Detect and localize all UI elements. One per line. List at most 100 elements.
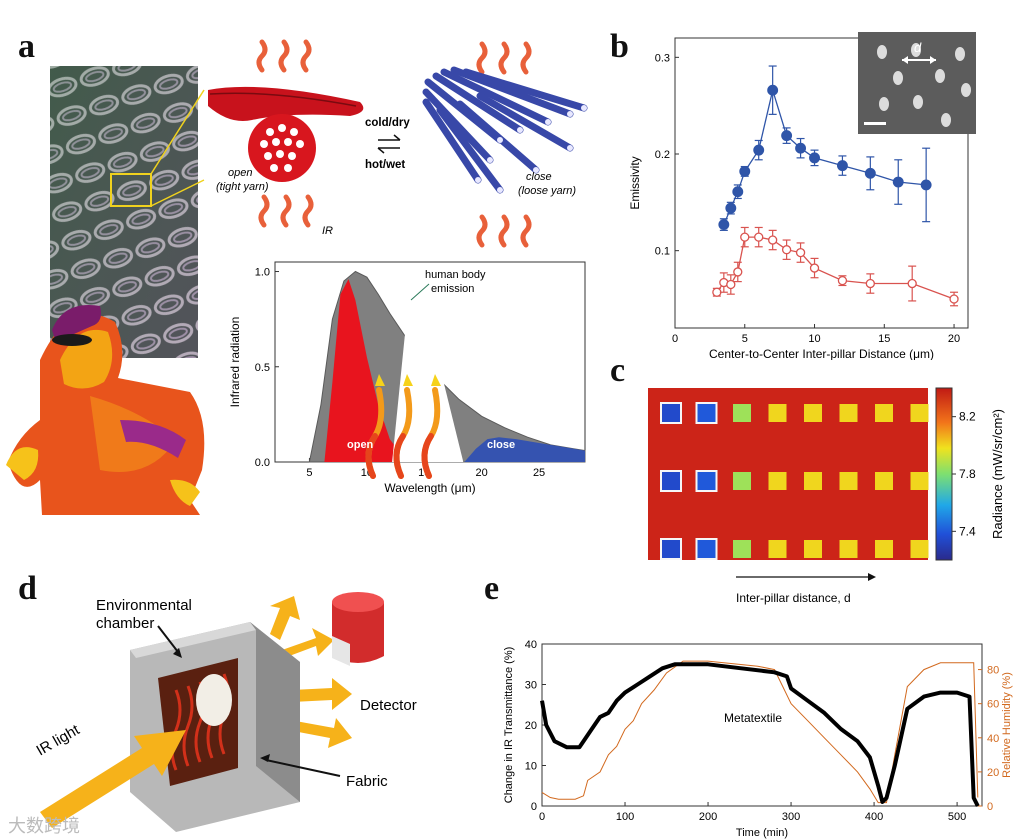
detector-label: Detector <box>360 697 417 714</box>
ir-arrows <box>256 39 532 248</box>
close-band-area <box>464 437 585 462</box>
x-tick-label: 400 <box>865 811 883 823</box>
colorbar-tick-label: 7.8 <box>959 467 976 481</box>
ir-light-label: IR light <box>34 721 84 759</box>
open-label: open <box>228 167 252 179</box>
data-point <box>767 84 779 96</box>
ir-light-arrow <box>40 730 186 828</box>
x-tick-label: 20 <box>948 333 960 345</box>
panel-letter-d: d <box>18 570 37 607</box>
data-point <box>836 160 848 172</box>
data-point <box>753 144 765 156</box>
data-point <box>733 267 743 277</box>
panel-letter-b: b <box>610 28 629 65</box>
emissivity-chart: 0 5 10 15 20 0.1 0.2 0.3 Center-to-Center Inter-… <box>628 32 976 360</box>
pillar-cell <box>804 540 822 558</box>
fabric-micrograph-figure <box>6 66 205 515</box>
data-point <box>712 287 722 297</box>
x-tick-label: 5 <box>742 333 748 345</box>
data-point <box>718 219 730 231</box>
x-tick-label: 25 <box>533 467 545 479</box>
x-tick-label: 5 <box>306 467 312 479</box>
pillar-cell <box>768 404 787 422</box>
y-tick-label: 0.2 <box>655 149 670 161</box>
colorbar-tick-label: 7.4 <box>959 524 976 538</box>
close-label: close <box>526 171 552 183</box>
data-point <box>781 245 792 255</box>
radiance-heatmap: 7.4 7.8 8.2 Radiance (mW/sr/cm²) Inter-pill… <box>648 387 1005 605</box>
pillar-cell <box>804 404 822 422</box>
data-point <box>726 279 736 290</box>
transmitted-light-arrows <box>270 596 352 748</box>
data-point <box>907 278 917 289</box>
x-tick-label: 100 <box>616 811 634 823</box>
data-point <box>892 176 904 188</box>
thermal-person-image <box>6 305 205 515</box>
y-tick-label: 0.1 <box>655 246 670 258</box>
pillar-cell <box>662 404 680 422</box>
pillar-cell <box>662 540 680 558</box>
x-axis-label: Time (min) <box>736 827 788 839</box>
data-point <box>864 167 876 179</box>
x-tick-label: 0 <box>672 333 678 345</box>
open-tight-yarn <box>208 86 364 182</box>
data-point <box>739 165 751 177</box>
y2-tick-label: 80 <box>987 665 999 677</box>
x-tick-label: 300 <box>782 811 800 823</box>
y-tick-label: 0 <box>531 801 537 813</box>
x-tick-label: 500 <box>948 811 966 823</box>
pillar-cell <box>910 404 929 422</box>
chamber-label-line1: Environmental <box>96 597 192 614</box>
pillar-cell <box>875 404 893 422</box>
colorbar-tick-label: 8.2 <box>959 410 976 424</box>
emission-label: emission <box>431 283 474 295</box>
pillar-cell <box>875 540 893 558</box>
y-tick-label: 1.0 <box>255 267 270 279</box>
x-axis-label: Wavelength (μm) <box>384 481 475 495</box>
x-tick-label: 10 <box>808 333 820 345</box>
pillar-cell <box>839 404 858 422</box>
pillar-cell <box>733 404 751 422</box>
pillar-cell <box>768 540 787 558</box>
detector-cylinder <box>332 592 384 666</box>
data-point <box>781 130 793 142</box>
y-tick-label: 0.3 <box>655 52 670 64</box>
pillar-cell <box>839 472 858 490</box>
data-point <box>809 263 820 273</box>
x-tick-label: 200 <box>699 811 717 823</box>
pillar-cell <box>839 540 858 558</box>
data-point <box>768 235 778 245</box>
setup-illustration: Environmental chamber Detector IR light … <box>34 592 417 832</box>
y-tick-label: 10 <box>525 761 537 773</box>
colorbar <box>936 388 952 560</box>
y2-tick-label: 0 <box>987 801 993 813</box>
y-tick-label: 40 <box>525 639 537 651</box>
y-axis-label: Emissivity <box>628 156 642 209</box>
x-tick-label: 20 <box>476 467 488 479</box>
data-point <box>837 275 848 286</box>
environmental-chamber <box>130 622 300 832</box>
pillar-cell <box>910 472 929 490</box>
data-point <box>754 232 764 242</box>
close-band-label: close <box>487 439 515 451</box>
emission-arrows <box>365 374 441 479</box>
open-band-area <box>324 279 408 462</box>
y-tick-label: 0.5 <box>255 362 270 374</box>
y-tick-label: 30 <box>525 680 537 692</box>
ir-label: IR <box>322 225 333 237</box>
plot-frame <box>674 37 969 329</box>
pillar-cell <box>875 472 893 490</box>
y2-tick-label: 20 <box>987 767 999 779</box>
pillar-cell <box>804 472 822 490</box>
open-band-label: open <box>347 439 374 451</box>
y-tick-label: 0.0 <box>255 457 270 469</box>
data-point <box>725 202 737 214</box>
sem-pillars-inset <box>858 32 976 134</box>
pillar-cell <box>768 472 787 490</box>
metatextile-annotation: Metatextile <box>724 711 782 725</box>
x-tick-label: 15 <box>878 333 890 345</box>
ir-transmittance-line <box>540 662 980 807</box>
panel-letter-c: c <box>610 352 626 389</box>
